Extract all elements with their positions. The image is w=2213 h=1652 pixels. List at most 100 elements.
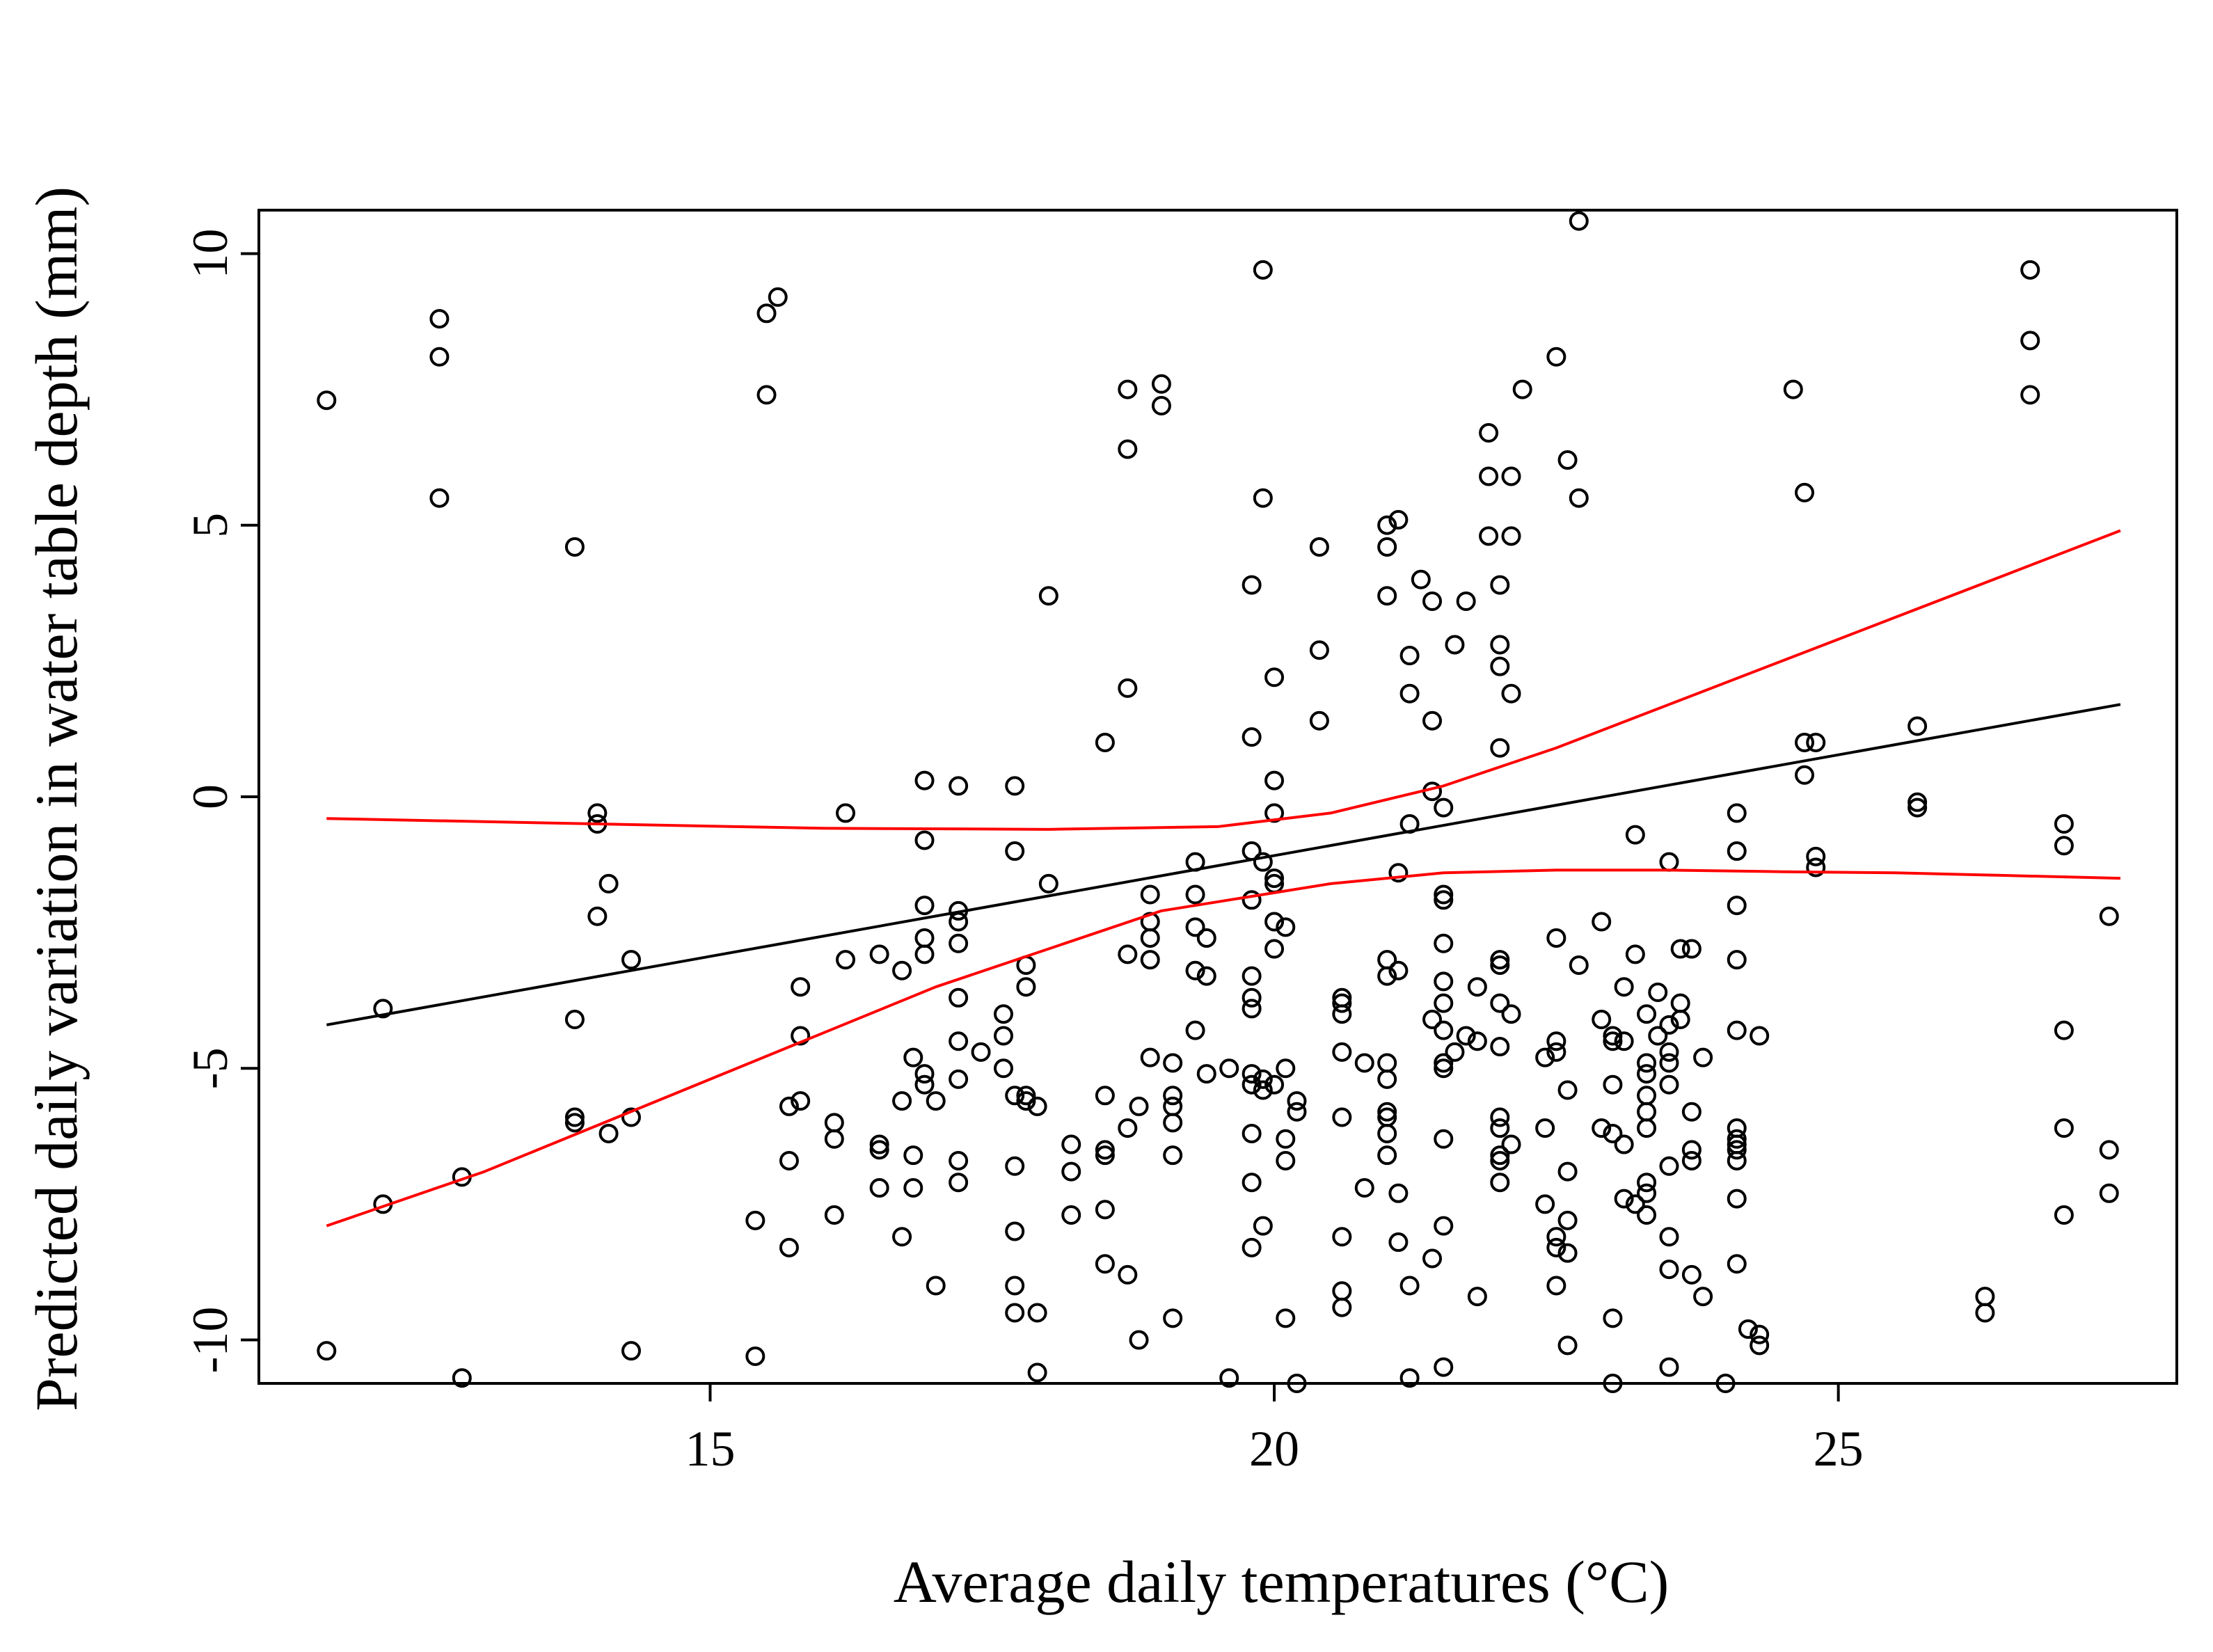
data-point [1637, 1064, 1657, 1084]
data-point [1603, 1031, 1623, 1051]
data-point [1625, 825, 1645, 845]
data-point [1727, 1020, 1747, 1040]
data-point [1727, 950, 1747, 970]
y-axis: -10 -5 0 5 10 [182, 228, 260, 1374]
data-point [1614, 1189, 1634, 1209]
data-point [1535, 1194, 1555, 1214]
data-point [1061, 1161, 1081, 1182]
data-point [1659, 1357, 1679, 1377]
data-point [1151, 396, 1171, 415]
plot-frame [257, 209, 2178, 1385]
data-point [1557, 1243, 1578, 1263]
data-point [1490, 1150, 1510, 1170]
data-point [1016, 1091, 1036, 1111]
data-point [598, 873, 619, 893]
data-point [2020, 331, 2040, 351]
data-point [949, 1150, 969, 1170]
data-point [779, 1150, 799, 1170]
data-point [598, 1123, 619, 1143]
data-point [1907, 797, 1928, 818]
data-point [1434, 1129, 1454, 1149]
data-point [1163, 1113, 1183, 1133]
data-point [949, 933, 969, 953]
data-point [1095, 732, 1115, 752]
data-point [1388, 509, 1409, 530]
data-point [869, 1140, 889, 1160]
data-point [1806, 846, 1826, 866]
data-point [1118, 944, 1138, 964]
data-point [587, 803, 608, 823]
data-point [1727, 896, 1747, 916]
data-point [1309, 710, 1329, 731]
data-point [1659, 1074, 1679, 1095]
data-point [1659, 1015, 1679, 1035]
data-point [1399, 683, 1420, 704]
data-point [926, 1276, 946, 1296]
data-point [1242, 1064, 1262, 1084]
data-point [1276, 1058, 1296, 1079]
data-point [949, 987, 969, 1008]
data-point [2054, 836, 2074, 856]
data-point [1264, 939, 1285, 959]
data-point [1659, 1227, 1679, 1247]
data-point [1501, 466, 1521, 486]
data-point [1242, 987, 1262, 1008]
data-point [1388, 863, 1409, 883]
data-point [1253, 1216, 1273, 1236]
data-point [1625, 944, 1645, 964]
data-point [1016, 977, 1036, 997]
data-point [756, 385, 777, 405]
data-point [949, 912, 969, 932]
data-point [1614, 977, 1634, 997]
data-point [1264, 667, 1285, 688]
data-point [1501, 1004, 1521, 1024]
data-point [914, 1074, 935, 1095]
data-point [1422, 710, 1443, 731]
data-point [1512, 379, 1532, 399]
data-point [1681, 939, 1702, 959]
data-point [1434, 1216, 1454, 1236]
data-point [1276, 917, 1296, 937]
data-point [1118, 379, 1138, 399]
x-axis: 15 20 25 [685, 1382, 1864, 1477]
data-point [1219, 1058, 1239, 1079]
data-point [1445, 635, 1465, 655]
data-point [1377, 1102, 1397, 1122]
data-point [1061, 1205, 1081, 1225]
data-point [1557, 1210, 1578, 1230]
data-point [1377, 1069, 1397, 1089]
data-point [1242, 1173, 1262, 1193]
data-point [1253, 488, 1273, 508]
data-point [1005, 1303, 1025, 1323]
data-point [1399, 646, 1420, 666]
data-point [1637, 1102, 1657, 1122]
data-point [452, 1368, 472, 1388]
data-point [1546, 1042, 1566, 1062]
data-point [1648, 983, 1668, 1002]
data-point [1637, 1004, 1657, 1024]
data-point [1659, 1156, 1679, 1176]
data-point [1434, 993, 1454, 1013]
data-point [1118, 1264, 1138, 1285]
data-point [1151, 374, 1171, 394]
data-point [2020, 260, 2040, 280]
data-point [1005, 1156, 1025, 1176]
data-point [1603, 1308, 1623, 1328]
data-point [1546, 928, 1566, 948]
data-point [1715, 1374, 1736, 1393]
data-point [1670, 939, 1690, 959]
data-point [1727, 1254, 1747, 1274]
data-point [1727, 803, 1747, 823]
data-point [621, 950, 641, 970]
data-point [1490, 993, 1510, 1013]
data-point [756, 303, 777, 324]
data-point [1399, 1368, 1420, 1388]
data-point [993, 1026, 1013, 1046]
data-point [1681, 1102, 1702, 1122]
data-point [779, 1096, 799, 1116]
data-point [1377, 515, 1397, 535]
data-point [1434, 1058, 1454, 1079]
data-point [1332, 1281, 1352, 1301]
data-point [869, 1178, 889, 1198]
